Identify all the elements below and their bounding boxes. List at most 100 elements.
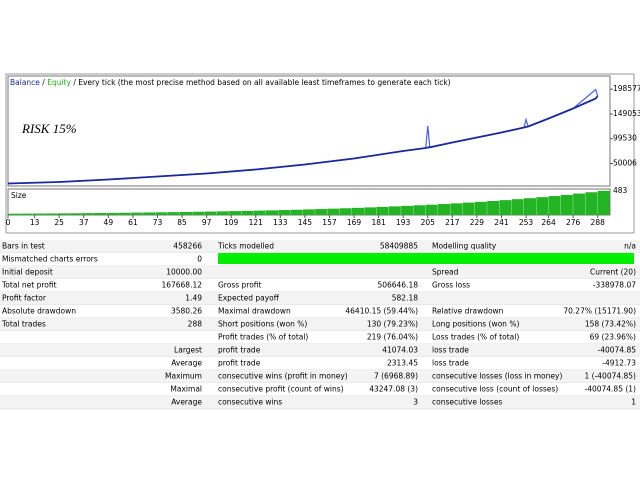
table-row <box>0 331 640 344</box>
table-label: profit trade <box>218 359 261 368</box>
y-tick-label: 99530 <box>613 134 637 143</box>
size-bar <box>560 194 573 215</box>
table-value: -338978.07 <box>593 281 636 290</box>
table-label: Maximal drawdown <box>218 307 291 316</box>
table-value: 158 (73.42%) <box>585 320 636 329</box>
size-bar <box>450 203 463 215</box>
size-bar <box>94 213 106 215</box>
size-bar <box>425 204 438 215</box>
x-tick-label: 145 <box>298 218 313 227</box>
x-tick-label: 264 <box>541 218 556 227</box>
size-bar <box>487 201 500 215</box>
size-bar <box>8 213 20 215</box>
table-row <box>0 279 640 292</box>
table-value: 0 <box>197 255 202 264</box>
table-label: Loss trades (% of total) <box>432 333 519 342</box>
legend-entry: Balance <box>10 78 40 87</box>
table-value: 288 <box>188 320 203 329</box>
series-line <box>7 95 599 185</box>
table-row <box>0 383 640 396</box>
x-tick-label: 181 <box>371 218 386 227</box>
table-label: consecutive profit (count of wins) <box>218 385 344 394</box>
size-bar <box>388 206 401 215</box>
table-label: Profit trades (% of total) <box>218 333 308 342</box>
size-bar <box>339 208 352 215</box>
x-tick-label: 217 <box>445 218 460 227</box>
table-label: Gross profit <box>218 281 262 290</box>
table-label: consecutive wins (profit in money) <box>218 372 348 381</box>
y-tick-label: 50006 <box>613 158 637 167</box>
size-bar <box>130 212 143 215</box>
x-tick-label: 157 <box>322 218 337 227</box>
table-value: 506646.18 <box>377 281 418 290</box>
table-label: consecutive losses (loss in money) <box>432 372 562 381</box>
x-tick-label: 49 <box>104 218 114 227</box>
size-bar <box>597 190 610 215</box>
chart-header: Balance / Equity / Every tick (the most … <box>10 78 451 87</box>
size-bar <box>44 213 57 215</box>
table-label: Initial deposit <box>2 268 53 277</box>
table-value: 69 (23.96%) <box>590 333 636 342</box>
size-bar <box>32 213 45 215</box>
size-bar <box>180 211 192 215</box>
table-label: Ticks modelled <box>217 242 274 251</box>
table-value: 46410.15 (59.44%) <box>345 307 418 316</box>
table-label: Mismatched charts errors <box>2 255 98 264</box>
table-row <box>0 266 640 279</box>
table-label: Long positions (won %) <box>432 320 519 329</box>
table-label: Relative drawdown <box>432 307 504 316</box>
table-row <box>0 370 640 383</box>
table-label: Bars in test <box>2 242 45 251</box>
table-row <box>0 305 640 318</box>
size-bar <box>167 212 180 215</box>
size-bar <box>118 212 131 215</box>
table-value: 43247.08 (3) <box>369 385 418 394</box>
size-bar <box>155 212 168 215</box>
table-label: consecutive wins <box>218 398 282 407</box>
table-value: Average <box>171 398 202 407</box>
table-value: 1.49 <box>185 294 202 303</box>
table-value: -40074.85 (1) <box>584 385 636 394</box>
size-bar <box>266 210 278 215</box>
x-tick-label: 205 <box>421 218 436 227</box>
size-bar <box>585 192 598 215</box>
separator: / <box>40 78 47 87</box>
size-bar <box>315 209 328 215</box>
table-label: loss trade <box>432 359 469 368</box>
size-bar <box>241 210 254 215</box>
table-row <box>0 240 640 253</box>
table-value: Average <box>171 359 202 368</box>
table-label: Total net profit <box>1 281 57 290</box>
x-tick-label: 253 <box>519 218 534 227</box>
size-bar <box>499 200 512 215</box>
x-tick-label: 37 <box>79 218 89 227</box>
table-row <box>0 357 640 370</box>
table-value: 2313.45 <box>387 359 418 368</box>
size-bar <box>474 201 487 215</box>
table-value: Maximal <box>170 385 202 394</box>
size-bar <box>364 207 377 215</box>
x-tick-label: 241 <box>494 218 509 227</box>
table-value: 70.27% (15171.90) <box>563 307 636 316</box>
x-tick-label: 61 <box>128 218 138 227</box>
size-bar <box>401 205 414 215</box>
table-value: 1 (-40074.85) <box>584 372 636 381</box>
size-bar <box>229 211 242 215</box>
size-bar <box>81 213 94 215</box>
table-value: 1 <box>631 398 636 407</box>
size-bar <box>327 208 340 215</box>
x-tick-label: 109 <box>224 218 239 227</box>
table-value: 582.18 <box>392 294 418 303</box>
x-tick-label: 121 <box>249 218 264 227</box>
separator: / <box>71 78 78 87</box>
legend-entry: Every tick (the most precise method base… <box>78 78 450 87</box>
table-label: Total trades <box>1 320 46 329</box>
table-label: Short positions (won %) <box>218 320 307 329</box>
size-bar <box>536 197 549 215</box>
size-bar <box>376 206 389 215</box>
x-tick-label: 13 <box>30 218 40 227</box>
table-value: 58409885 <box>380 242 418 251</box>
table-value: 458266 <box>173 242 202 251</box>
